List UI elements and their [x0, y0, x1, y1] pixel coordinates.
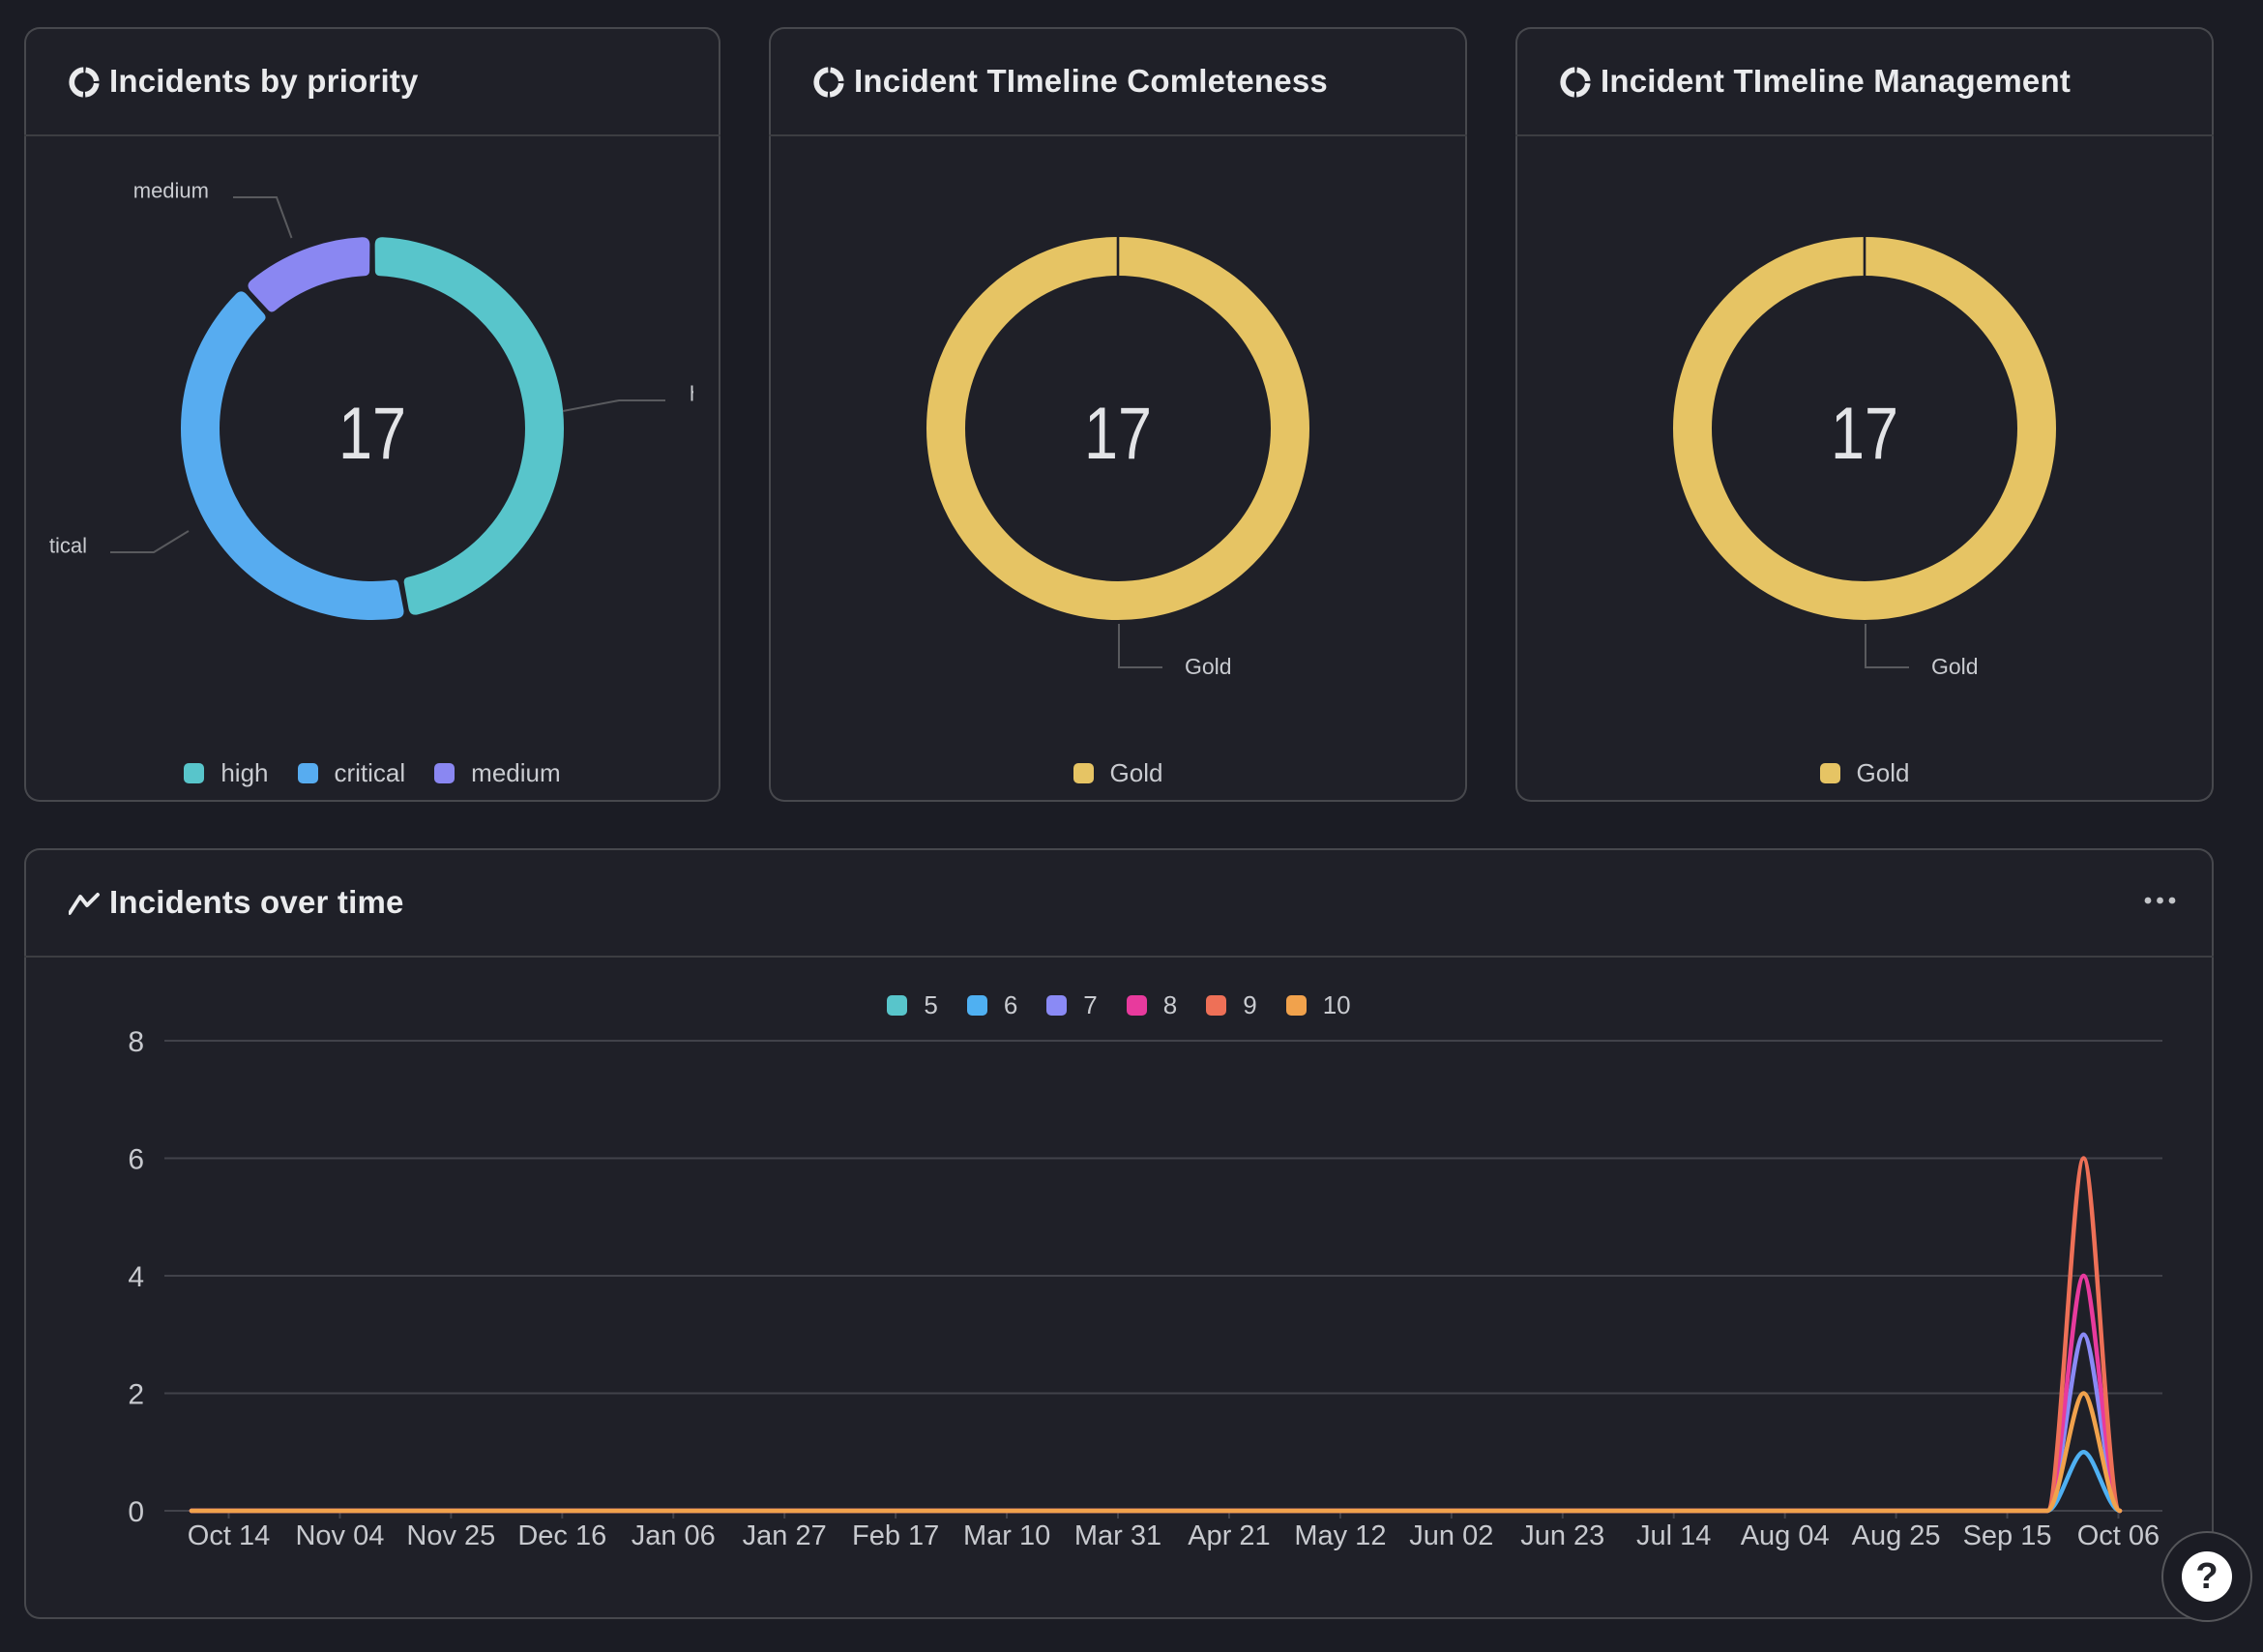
svg-text:May 12: May 12 — [1294, 1520, 1386, 1551]
svg-text:high: high — [690, 382, 693, 406]
svg-text:Jul 14: Jul 14 — [1636, 1520, 1711, 1551]
svg-text:2: 2 — [128, 1379, 144, 1411]
svg-text:Oct 06: Oct 06 — [2077, 1520, 2160, 1551]
svg-text:Apr 21: Apr 21 — [1188, 1520, 1270, 1551]
svg-text:Aug 25: Aug 25 — [1852, 1520, 1941, 1551]
svg-text:8: 8 — [128, 1026, 144, 1058]
svg-text:Gold: Gold — [1931, 654, 1979, 679]
svg-text:critical: critical — [49, 534, 87, 558]
svg-text:Jan 06: Jan 06 — [632, 1520, 716, 1551]
svg-text:4: 4 — [128, 1261, 144, 1293]
svg-text:Jun 02: Jun 02 — [1409, 1520, 1493, 1551]
svg-text:17: 17 — [338, 393, 406, 475]
svg-text:Aug 04: Aug 04 — [1741, 1520, 1830, 1551]
svg-text:Dec 16: Dec 16 — [517, 1520, 606, 1551]
svg-text:17: 17 — [1084, 393, 1152, 475]
svg-text:Oct 14: Oct 14 — [188, 1520, 270, 1551]
svg-text:Jan 27: Jan 27 — [743, 1520, 827, 1551]
svg-text:17: 17 — [1831, 393, 1898, 475]
svg-text:Feb 17: Feb 17 — [852, 1520, 939, 1551]
svg-text:medium: medium — [133, 179, 209, 203]
svg-text:Nov 04: Nov 04 — [295, 1520, 384, 1551]
svg-text:Jun 23: Jun 23 — [1520, 1520, 1604, 1551]
svg-text:Gold: Gold — [1185, 654, 1232, 679]
svg-text:Mar 10: Mar 10 — [963, 1520, 1050, 1551]
svg-text:0: 0 — [128, 1496, 144, 1528]
svg-text:6: 6 — [128, 1144, 144, 1176]
svg-text:Nov 25: Nov 25 — [406, 1520, 495, 1551]
svg-text:Mar 31: Mar 31 — [1074, 1520, 1161, 1551]
svg-text:Sep 15: Sep 15 — [1963, 1520, 2052, 1551]
